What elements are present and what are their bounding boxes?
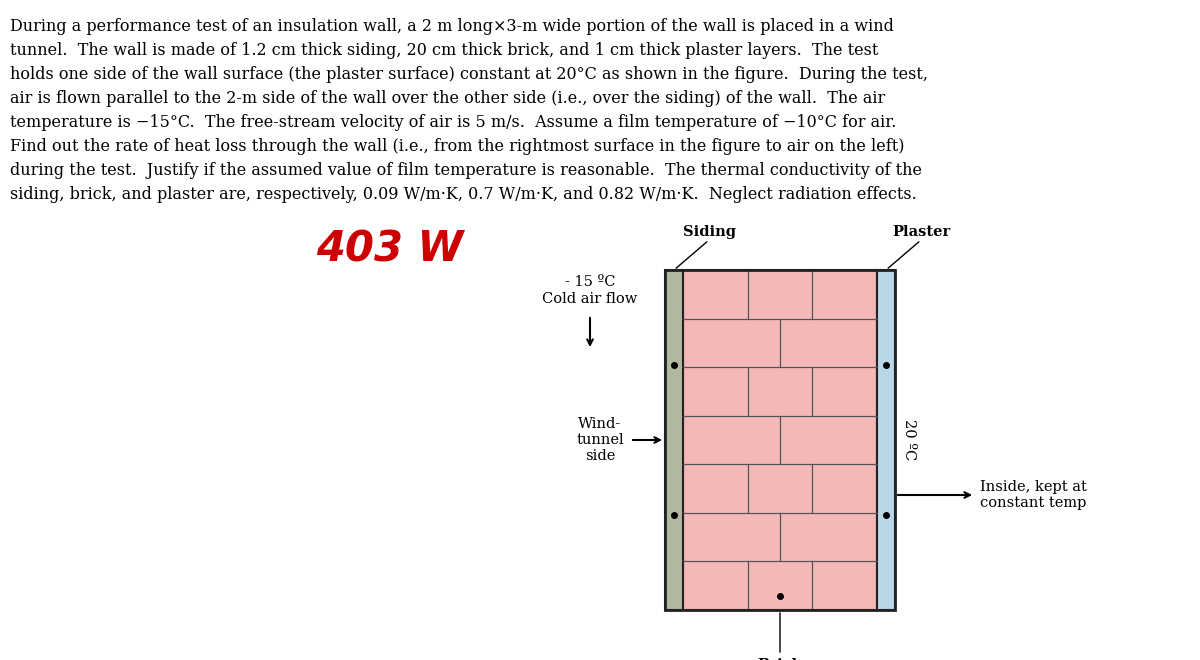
Text: Wind-
tunnel
side: Wind- tunnel side <box>576 417 624 463</box>
Text: siding, brick, and plaster are, respectively, 0.09 W/m·K, 0.7 W/m·K, and 0.82 W/: siding, brick, and plaster are, respecti… <box>10 186 917 203</box>
Text: Siding: Siding <box>683 225 736 239</box>
Text: temperature is −15°C.  The free-stream velocity of air is 5 m/s.  Assume a film : temperature is −15°C. The free-stream ve… <box>10 114 896 131</box>
Bar <box>683 270 877 610</box>
Text: during the test.  Justify if the assumed value of film temperature is reasonable: during the test. Justify if the assumed … <box>10 162 922 179</box>
Text: - 15 ºC: - 15 ºC <box>565 275 616 289</box>
Text: Find out the rate of heat loss through the wall (i.e., from the rightmost surfac: Find out the rate of heat loss through t… <box>10 138 905 155</box>
Bar <box>877 270 895 610</box>
Text: 403 W: 403 W <box>317 228 463 270</box>
Bar <box>665 270 895 610</box>
Text: Brick: Brick <box>757 658 803 660</box>
Bar <box>665 270 683 610</box>
Text: Plaster: Plaster <box>892 225 950 239</box>
Text: tunnel.  The wall is made of 1.2 cm thick siding, 20 cm thick brick, and 1 cm th: tunnel. The wall is made of 1.2 cm thick… <box>10 42 878 59</box>
Text: holds one side of the wall surface (the plaster surface) constant at 20°C as sho: holds one side of the wall surface (the … <box>10 66 928 83</box>
Text: Cold air flow: Cold air flow <box>542 292 637 306</box>
Text: air is flown parallel to the 2-m side of the wall over the other side (i.e., ove: air is flown parallel to the 2-m side of… <box>10 90 886 107</box>
Text: 20 ºC: 20 ºC <box>902 419 916 461</box>
Text: During a performance test of an insulation wall, a 2 m long×3-m wide portion of : During a performance test of an insulati… <box>10 18 894 35</box>
Text: Inside, kept at
constant temp: Inside, kept at constant temp <box>980 480 1087 510</box>
